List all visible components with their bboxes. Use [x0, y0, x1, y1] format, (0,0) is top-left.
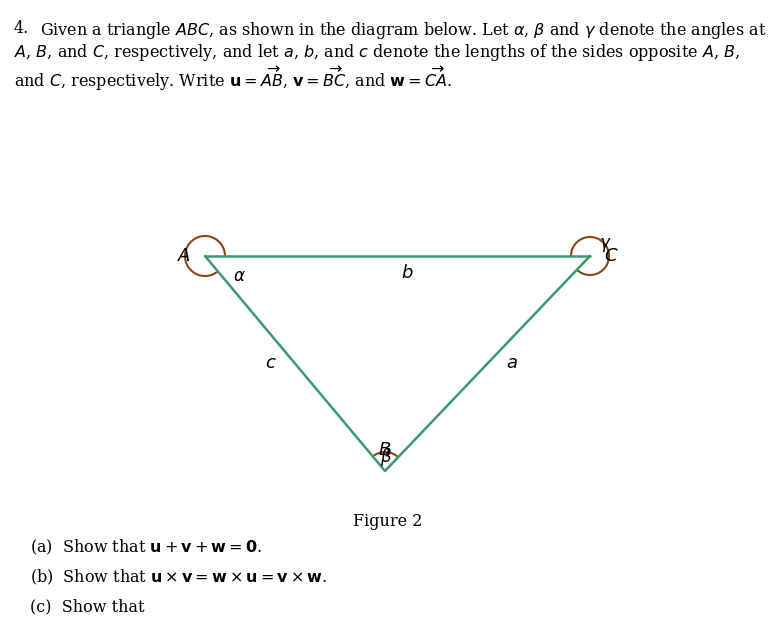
Text: $A$: $A$	[177, 247, 191, 265]
Text: (a)  Show that $\mathbf{u} + \mathbf{v} + \mathbf{w} = \mathbf{0}$.: (a) Show that $\mathbf{u} + \mathbf{v} +…	[30, 538, 262, 557]
Text: $\beta$: $\beta$	[380, 446, 392, 468]
Text: Figure 2: Figure 2	[353, 513, 423, 530]
Text: $B$: $B$	[379, 441, 392, 459]
Text: 4.: 4.	[14, 20, 29, 37]
Text: $\it{A}$, $\it{B}$, and $\it{C}$, respectively, and let $\it{a}$, $\it{b}$, and : $\it{A}$, $\it{B}$, and $\it{C}$, respec…	[14, 42, 740, 63]
Text: (b)  Show that $\mathbf{u} \times \mathbf{v} = \mathbf{w} \times \mathbf{u} = \m: (b) Show that $\mathbf{u} \times \mathbf…	[30, 568, 327, 587]
Text: $C$: $C$	[604, 247, 618, 265]
Text: $\gamma$: $\gamma$	[599, 236, 612, 254]
Text: $b$: $b$	[401, 264, 414, 282]
Text: and $\it{C}$, respectively. Write $\mathbf{u} = \overrightarrow{AB}$, $\mathbf{v: and $\it{C}$, respectively. Write $\math…	[14, 64, 452, 93]
Text: (c)  Show that: (c) Show that	[30, 598, 144, 615]
Text: $c$: $c$	[265, 355, 277, 372]
Text: Given a triangle $\it{ABC}$, as shown in the diagram below. Let $\alpha$, $\beta: Given a triangle $\it{ABC}$, as shown in…	[40, 20, 767, 41]
Text: $a$: $a$	[505, 355, 518, 372]
Text: $\alpha$: $\alpha$	[233, 268, 246, 285]
